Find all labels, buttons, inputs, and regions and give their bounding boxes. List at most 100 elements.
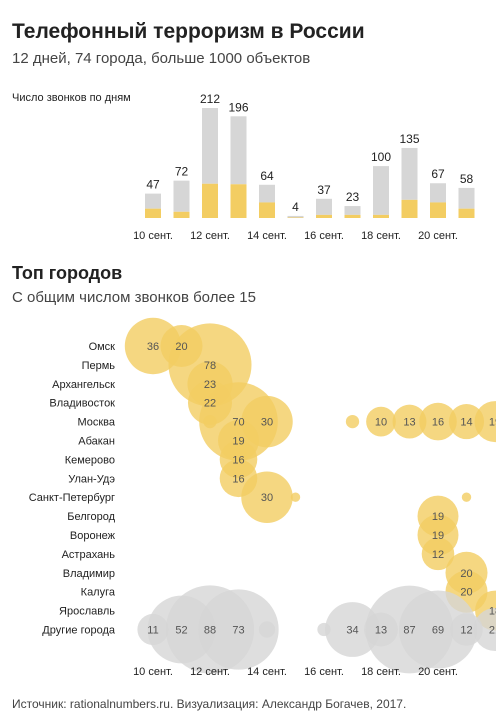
bar-other-3 xyxy=(230,116,247,185)
bar-chart-title: Число звонков по дням xyxy=(12,92,131,104)
bubble-value-label: 11 xyxy=(147,625,158,637)
bubble-value-label: 19 xyxy=(432,511,444,523)
city-bubble xyxy=(325,602,380,657)
bubble-value-label: 19 xyxy=(432,530,444,542)
city-bubble xyxy=(398,590,478,669)
bubble-value-label: 78 xyxy=(204,360,216,372)
bar-value-label: 212 xyxy=(200,92,220,106)
bubble-value-label: 34 xyxy=(346,625,358,637)
bar-top-2 xyxy=(202,183,218,218)
city-bubble xyxy=(448,404,485,440)
daily-calls-bar-chart: 47 72 212 196 64 4 37 23 100 135 67 58 10 сент. 12 се… xyxy=(133,92,475,242)
bar-x-tick-label: 14 сент. xyxy=(247,230,287,242)
source-note: Источник: rationalnumbers.ru. Визуализац… xyxy=(12,697,407,711)
bar-value-label: 58 xyxy=(460,172,474,186)
city-label: Воронеж xyxy=(70,530,116,542)
city-label: Кемерово xyxy=(65,454,115,466)
page-subtitle: 12 дней, 74 города, больше 1000 объектов xyxy=(12,50,311,67)
bar-value-label: 135 xyxy=(399,132,419,146)
bar-other-6 xyxy=(316,198,332,215)
bar-x-tick-label: 20 сент. xyxy=(418,230,458,242)
city-label: Другие города xyxy=(42,625,116,637)
bubble-x-tick-label: 14 сент. xyxy=(247,666,287,678)
bubble-value-label: 18 xyxy=(489,606,496,618)
bubble-value-label: 22 xyxy=(204,398,216,410)
bubble-value-label: 36 xyxy=(147,341,159,353)
bubble-value-label: 19 xyxy=(232,436,244,448)
bubble-value-label: 12 xyxy=(432,549,444,561)
city-label: Архангельск xyxy=(52,379,115,391)
bar-top-9 xyxy=(401,199,418,218)
bar-value-label: 37 xyxy=(317,183,331,197)
city-label: Ярославль xyxy=(59,606,115,618)
bar-other-11 xyxy=(458,187,475,209)
city-bubble xyxy=(366,406,396,437)
city-label: Белгород xyxy=(67,511,115,523)
bar-top-7 xyxy=(344,214,361,218)
city-label: Владимир xyxy=(63,568,115,580)
bubble-value-label: 20 xyxy=(175,341,187,353)
city-bubble xyxy=(345,414,360,429)
bar-x-tick-label: 12 сент. xyxy=(190,230,230,242)
bar-other-8 xyxy=(373,166,389,215)
city-label: Пермь xyxy=(82,360,116,372)
city-bubble xyxy=(461,492,472,502)
bubble-value-label: 13 xyxy=(375,625,387,637)
bar-value-label: 100 xyxy=(371,150,391,164)
city-bubble xyxy=(474,401,496,443)
city-label: Калуга xyxy=(81,587,116,599)
bubble-value-label: 12 xyxy=(460,625,472,637)
bubble-value-label: 13 xyxy=(403,417,415,429)
bubble-value-label: 30 xyxy=(261,417,273,429)
bar-top-4 xyxy=(259,202,275,218)
city-label: Абакан xyxy=(78,436,115,448)
bubble-value-label: 10 xyxy=(375,417,387,429)
city-label: Владивосток xyxy=(49,398,115,410)
bar-other-5 xyxy=(287,215,304,218)
bar-value-label: 67 xyxy=(431,167,445,181)
bar-top-11 xyxy=(458,208,475,218)
city-label: Улан-Удэ xyxy=(68,473,115,485)
bubble-value-label: 87 xyxy=(403,625,415,637)
bubble-value-label: 88 xyxy=(204,625,216,637)
bar-top-3 xyxy=(230,184,247,218)
bar-value-label: 196 xyxy=(228,100,248,114)
bubble-x-tick-label: 10 сент. xyxy=(133,666,173,678)
bubble-value-label: 69 xyxy=(432,625,444,637)
bubble-x-tick-label: 12 сент. xyxy=(190,666,230,678)
bar-other-2 xyxy=(202,108,218,184)
bar-top-5 xyxy=(287,217,304,218)
bar-top-1 xyxy=(173,211,190,218)
bar-other-7 xyxy=(344,206,361,215)
city-bubble xyxy=(198,589,279,670)
bubble-value-label: 73 xyxy=(232,625,244,637)
city-bubble xyxy=(450,613,483,646)
city-bubble xyxy=(258,621,276,638)
bubble-value-label: 23 xyxy=(204,379,216,391)
bubble-value-label: 16 xyxy=(232,454,244,466)
bar-other-10 xyxy=(430,183,446,203)
city-label: Санкт-Петербург xyxy=(29,492,115,504)
bar-top-6 xyxy=(316,214,332,218)
bar-top-0 xyxy=(145,208,161,218)
bar-other-0 xyxy=(145,193,161,209)
bar-other-9 xyxy=(401,147,418,200)
bar-value-label: 72 xyxy=(175,165,189,179)
bar-value-label: 23 xyxy=(346,190,360,204)
page-title: Телефонный терроризм в России xyxy=(12,20,365,43)
bubble-x-tick-label: 18 сент. xyxy=(361,666,401,678)
bubble-value-label: 20 xyxy=(460,587,472,599)
city-bubble xyxy=(241,471,293,523)
bubble-x-tick-label: 16 сент. xyxy=(304,666,344,678)
city-label: Омск xyxy=(89,341,116,353)
bubble-section-subtitle: С общим числом звонков более 15 xyxy=(12,289,256,306)
bar-top-10 xyxy=(430,202,446,218)
bubble-value-label: 21 xyxy=(489,625,496,637)
bubble-section-title: Топ городов xyxy=(12,263,123,283)
bubble-value-label: 20 xyxy=(460,568,472,580)
bubble-value-label: 16 xyxy=(432,417,444,429)
bubble-value-label: 14 xyxy=(460,417,472,429)
bar-x-tick-label: 16 сент. xyxy=(304,230,344,242)
bar-value-label: 4 xyxy=(292,200,299,214)
